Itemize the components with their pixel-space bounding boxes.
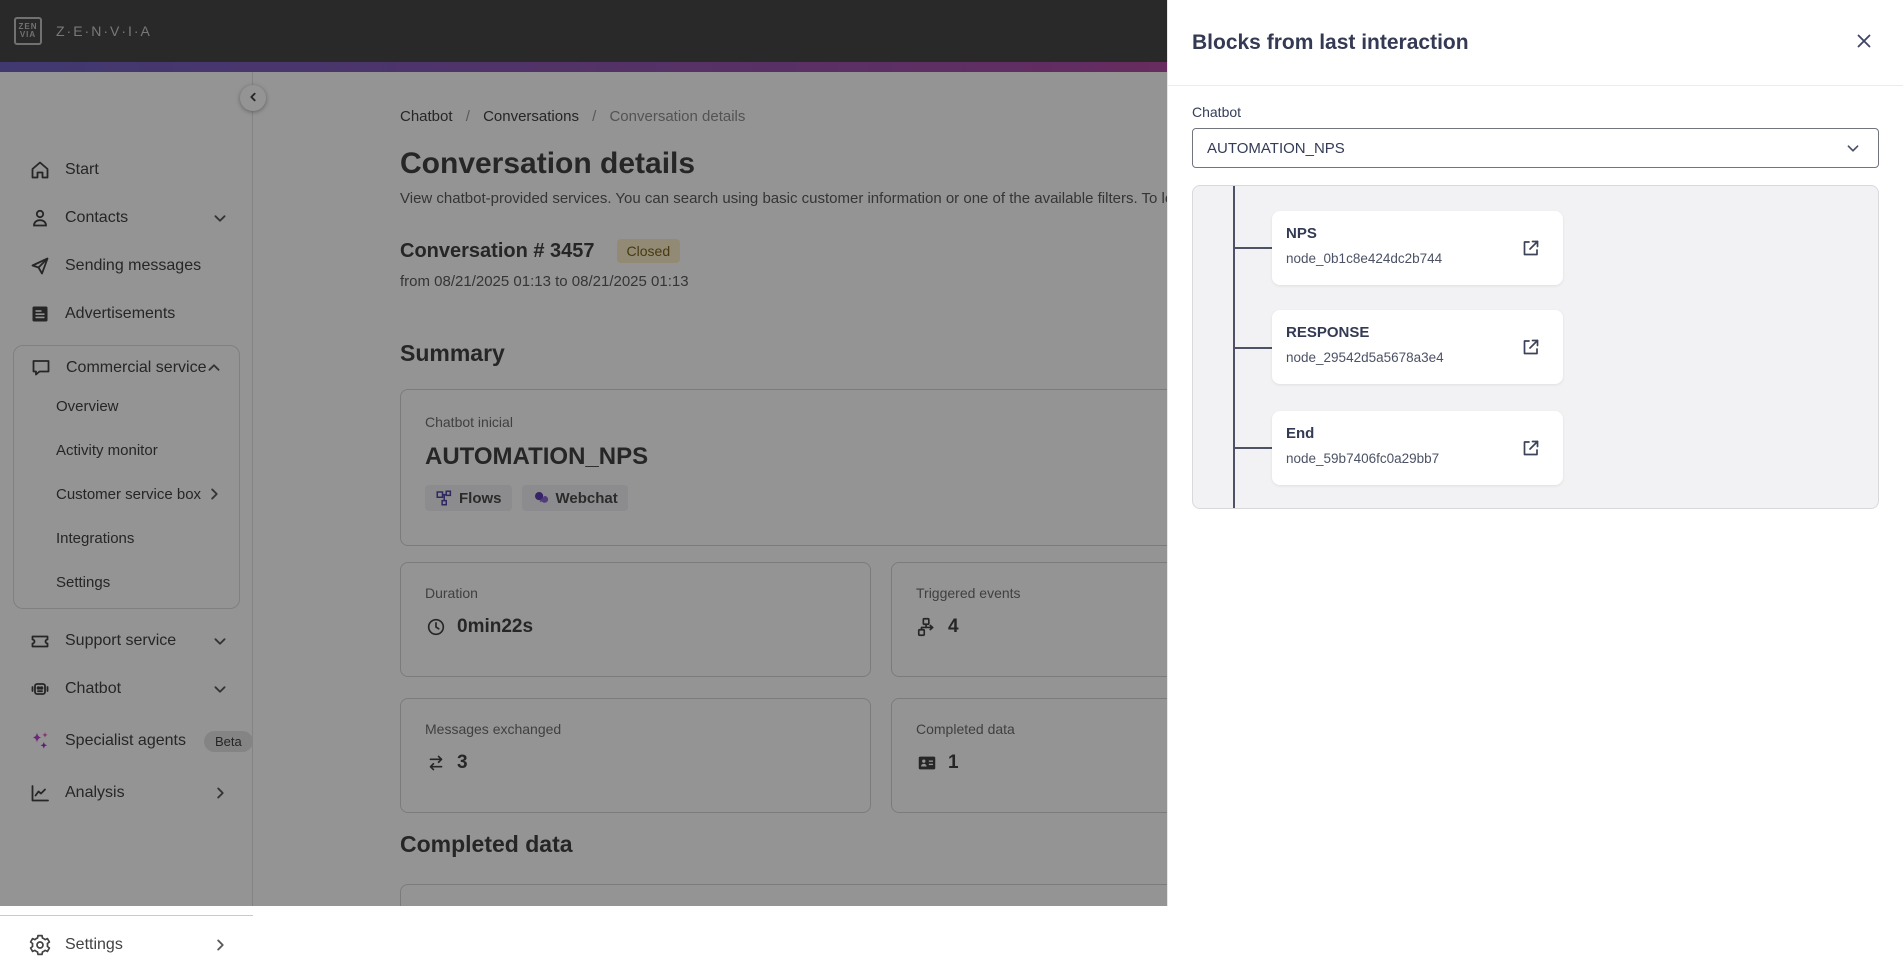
flow-connector: [1235, 247, 1272, 249]
flow-connector: [1235, 347, 1272, 349]
panel-title: Blocks from last interaction: [1192, 31, 1469, 55]
chevron-right-icon: [209, 934, 231, 956]
external-link-icon[interactable]: [1519, 236, 1543, 260]
close-icon: [1853, 30, 1875, 55]
blocks-panel: Blocks from last interaction Chatbot AUT…: [1167, 0, 1903, 906]
sidebar-divider: [0, 915, 253, 916]
external-link-icon[interactable]: [1519, 436, 1543, 460]
flow-connector: [1235, 447, 1272, 449]
external-link-icon[interactable]: [1519, 335, 1543, 359]
flow-node-response[interactable]: RESPONSE node_29542d5a5678a3e4: [1272, 310, 1563, 384]
flow-node-end[interactable]: End node_59b7406fc0a29bb7: [1272, 411, 1563, 485]
flow-diagram: NPS node_0b1c8e424dc2b744 RESPONSE node_…: [1192, 185, 1879, 509]
flow-node-nps[interactable]: NPS node_0b1c8e424dc2b744: [1272, 211, 1563, 285]
sidebar-item-settings[interactable]: Settings: [0, 921, 253, 969]
chatbot-select[interactable]: AUTOMATION_NPS: [1192, 128, 1879, 168]
close-button[interactable]: [1849, 28, 1879, 58]
chatbot-field-label: Chatbot: [1192, 104, 1879, 120]
gear-icon: [28, 933, 52, 957]
chevron-down-icon: [1842, 137, 1864, 159]
